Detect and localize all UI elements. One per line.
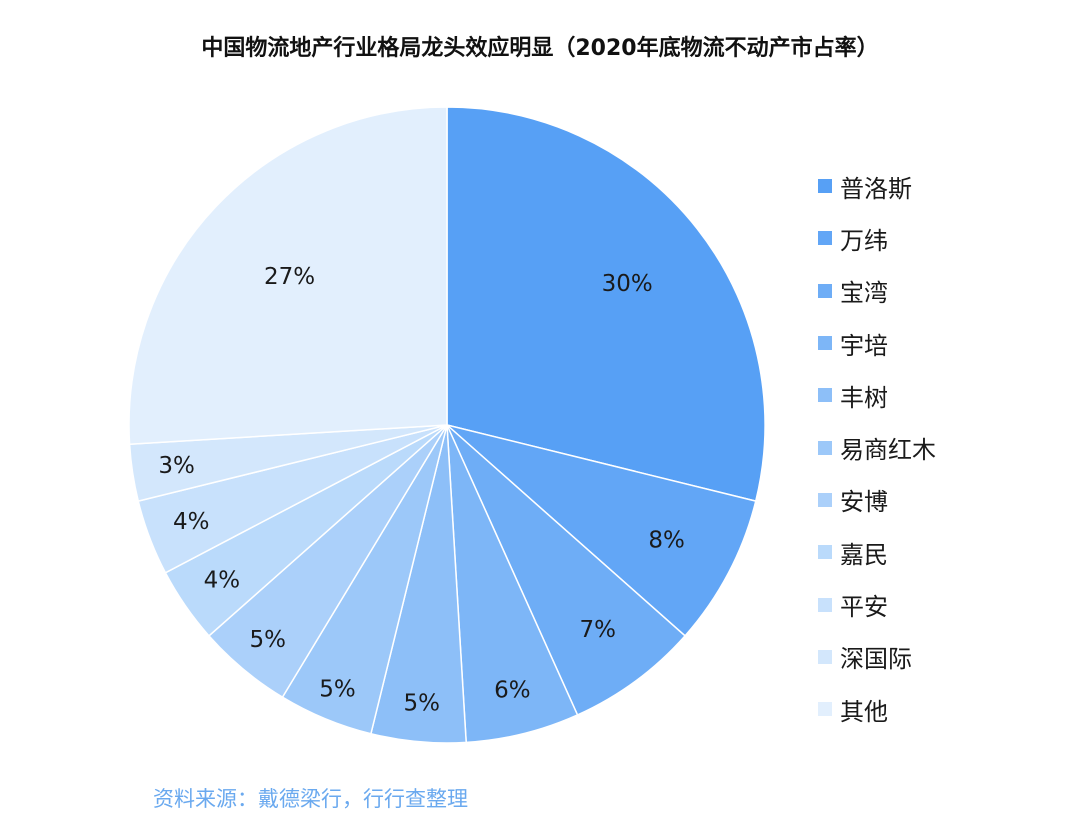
legend-swatch [818,649,832,664]
chart-legend: 普洛斯万纬宝湾宇培丰树易商红木安博嘉民平安深国际其他 [818,160,936,735]
legend-swatch [818,492,832,507]
legend-label: 宇培 [840,331,888,360]
slice-value-label: 27% [264,264,315,290]
slice-value-label: 6% [494,678,531,704]
legend-swatch [818,597,832,612]
pie-slice [446,106,766,503]
legend-swatch [818,702,832,717]
slice-value-label: 4% [204,567,241,593]
legend-item: 宝湾 [818,265,936,317]
legend-item: 平安 [818,578,936,630]
legend-label: 平安 [840,593,888,622]
legend-label: 万纬 [840,226,888,255]
pie-slice [446,424,757,637]
legend-item: 万纬 [818,212,936,264]
legend-label: 嘉民 [840,540,888,569]
legend-label: 普洛斯 [840,174,912,203]
slice-value-label: 5% [319,676,356,702]
legend-item: 宇培 [818,317,936,369]
slice-value-label: 4% [173,509,210,535]
pie-slice [446,424,687,716]
legend-label: 宝湾 [840,279,888,308]
legend-swatch [818,231,832,246]
legend-item: 丰树 [818,369,936,421]
slice-value-label: 5% [403,691,440,717]
slice-value-label: 7% [580,617,617,643]
legend-label: 其他 [840,697,888,726]
chart-title: 中国物流地产行业格局龙头效应明显（2020年底物流不动产市占率） [201,36,879,61]
legend-swatch [818,336,832,351]
slice-value-label: 5% [250,627,287,653]
legend-label: 安博 [840,488,888,517]
slice-value-label: 3% [158,453,195,479]
legend-item: 嘉民 [818,526,936,578]
legend-label: 易商红木 [840,436,936,465]
legend-swatch [818,283,832,298]
legend-label: 丰树 [840,383,888,412]
legend-item: 安博 [818,474,936,526]
legend-swatch [818,440,832,455]
legend-item: 其他 [818,683,936,735]
pie-slice [128,106,448,445]
legend-item: 普洛斯 [818,160,936,212]
slice-value-label: 30% [602,271,653,297]
legend-item: 易商红木 [818,421,936,473]
legend-swatch [818,545,832,560]
legend-swatch [818,388,832,403]
legend-label: 深国际 [840,645,912,674]
source-note: 资料来源：戴德梁行，行行查整理 [153,787,468,811]
legend-item: 深国际 [818,631,936,683]
slice-value-label: 8% [648,527,685,553]
legend-swatch [818,179,832,194]
